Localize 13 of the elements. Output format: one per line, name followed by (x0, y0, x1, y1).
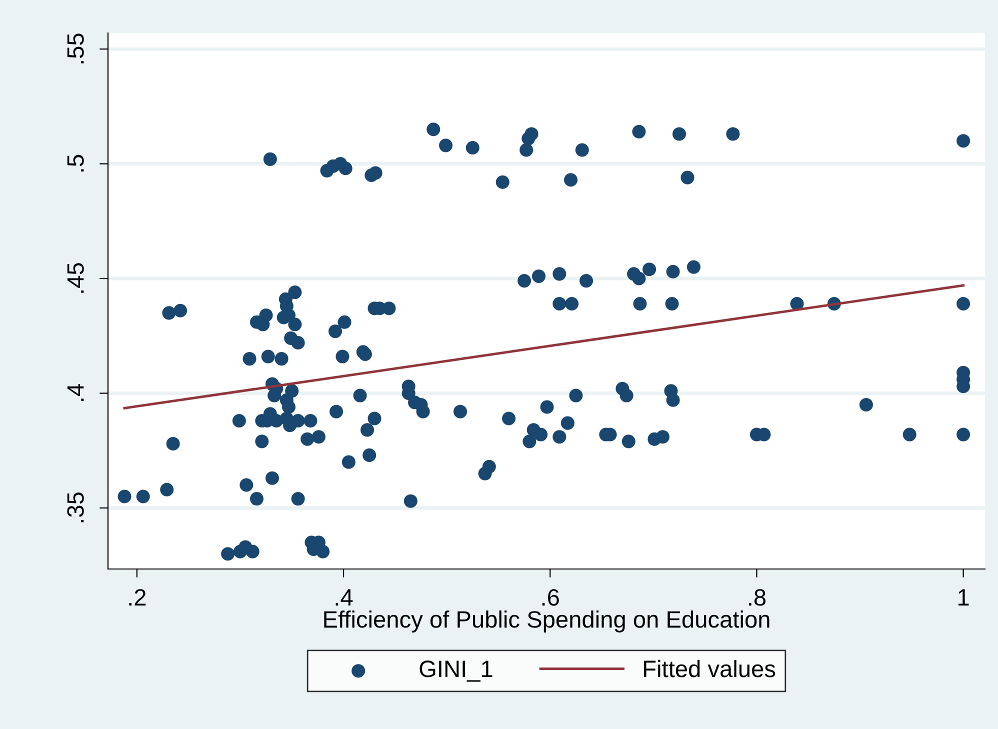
legend-label: Fitted values (644, 660, 776, 678)
x-axis-title: Efficiency of Public Spending on Education (324, 610, 770, 632)
x-tick-label: 1 (958, 589, 969, 606)
y-tick-label: .5 (67, 154, 84, 172)
y-tick-label: .4 (67, 384, 84, 401)
y-tick-label: .55 (67, 34, 84, 64)
x-tick-label: .6 (542, 589, 559, 606)
x-tick-label: .8 (749, 589, 766, 606)
x-tick-label: .4 (336, 589, 353, 606)
y-tick-label: .45 (67, 263, 84, 293)
legend-label: GINI_1 (420, 660, 492, 682)
y-tick-label: .35 (67, 492, 84, 522)
x-tick-label: .2 (129, 589, 146, 606)
